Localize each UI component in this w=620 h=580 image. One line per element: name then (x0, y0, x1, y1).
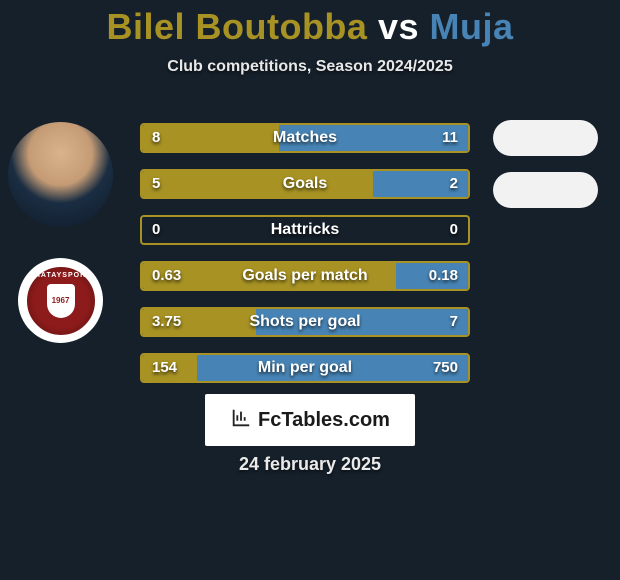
player2-name: Muja (430, 6, 514, 47)
player1-avatar (8, 122, 113, 227)
stat-value-right: 0 (450, 217, 458, 243)
player1-name: Bilel Boutobba (106, 6, 367, 47)
stat-row: Hattricks0 0 (140, 215, 470, 245)
vs-text: vs (378, 6, 419, 47)
player2-avatar-placeholder-1 (493, 120, 598, 156)
stat-bar-right-fill (197, 355, 468, 381)
stat-bar-left-fill (142, 263, 396, 289)
stat-row: Matches811 (140, 123, 470, 153)
comparison-title: Bilel Boutobba vs Muja (0, 0, 620, 48)
stat-row: Goals52 (140, 169, 470, 199)
stat-bar-right-fill (396, 263, 468, 289)
stat-bar-left-fill (142, 355, 197, 381)
stat-bar-right-fill (373, 171, 468, 197)
stat-bar-left-fill (142, 171, 373, 197)
player2-avatar-placeholder-2 (493, 172, 598, 208)
stat-label: Hattricks (142, 217, 468, 243)
subtitle: Club competitions, Season 2024/2025 (0, 58, 620, 76)
stat-row: Shots per goal3.757 (140, 307, 470, 337)
stat-value-left: 0 (152, 217, 160, 243)
stat-row: Goals per match0.630.18 (140, 261, 470, 291)
stat-bar-right-fill (279, 125, 468, 151)
crest-text-top: HATAYSPOR (35, 272, 86, 279)
chart-icon (230, 407, 252, 434)
stat-bar-right-fill (256, 309, 468, 335)
date-text: 24 february 2025 (0, 454, 620, 475)
crest-shield: 1967 (47, 284, 75, 318)
stat-bar-left-fill (142, 125, 279, 151)
player1-club-crest: HATAYSPOR 1967 (18, 258, 103, 343)
stat-row: Min per goal154750 (140, 353, 470, 383)
watermark: FcTables.com (205, 394, 415, 446)
stat-bar-left-fill (142, 309, 256, 335)
watermark-text: FcTables.com (258, 409, 390, 432)
stats-bars: Matches811 Goals52 Hattricks0 0 Goals per ma… (140, 123, 470, 399)
